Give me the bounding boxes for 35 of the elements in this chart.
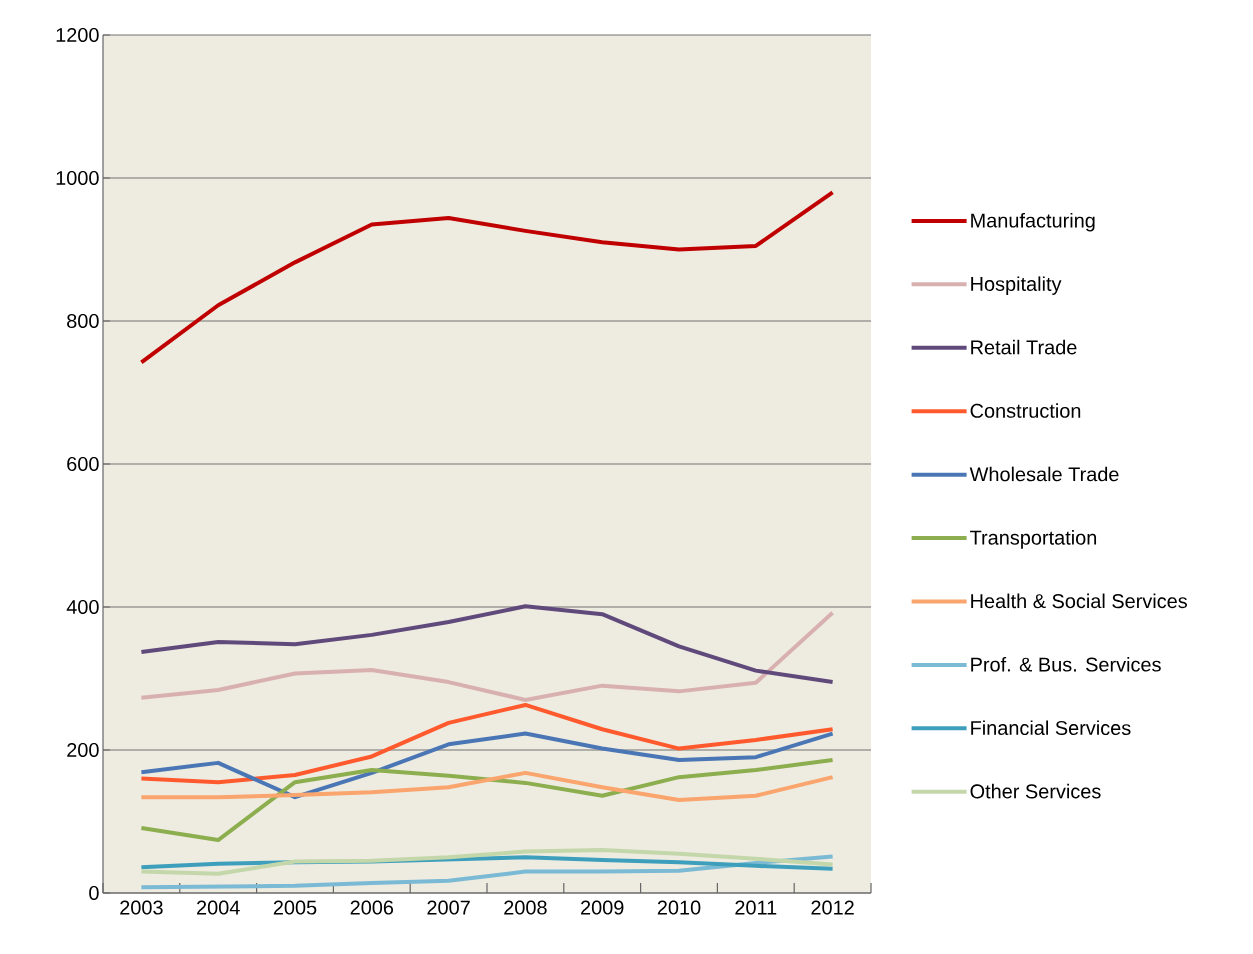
legend-label: Financial Services	[971, 720, 1131, 736]
y-tick-label: 1000	[56, 170, 99, 186]
x-tick-label: 2011	[735, 900, 777, 915]
line-series	[139, 610, 835, 702]
line-series	[139, 770, 835, 803]
legend-label: Transportation	[970, 530, 1097, 549]
y-tick-label: 400	[66, 599, 99, 615]
legend-label: Construction	[970, 403, 1081, 418]
legend-label: Health & Social Services	[971, 593, 1187, 609]
legend-label: Manufacturing	[971, 212, 1095, 232]
legend-label: Prof. & Bus. Services	[971, 656, 1161, 672]
line-series	[139, 702, 835, 785]
x-tick-label: 2008	[504, 900, 547, 915]
line-series	[139, 604, 835, 685]
x-tick-label: 2012	[811, 900, 854, 915]
line-series	[139, 848, 835, 876]
y-tick-label: 1200	[56, 27, 99, 43]
x-tick-label: 2009	[581, 900, 624, 915]
line-series	[139, 731, 835, 800]
legend-label: Retail Trade	[971, 339, 1077, 355]
x-tick-label: 2003	[120, 900, 163, 915]
x-tick-label: 2006	[350, 900, 394, 915]
y-tick-label: 200	[67, 742, 99, 758]
legend-label: Other Services	[970, 783, 1101, 799]
legend-label: Wholesale Trade	[969, 466, 1119, 482]
y-tick-label: 0	[89, 885, 99, 901]
y-tick-label: 600	[67, 456, 99, 472]
x-tick-label: 2005	[273, 900, 317, 915]
legend-label: Hospitality	[971, 276, 1062, 295]
line-series	[139, 758, 835, 843]
x-tick-label: 2010	[657, 900, 701, 915]
y-tick-label: 800	[67, 313, 99, 329]
line-series	[139, 190, 835, 365]
x-tick-label: 2004	[197, 900, 240, 915]
x-tick-label: 2007	[427, 900, 470, 915]
